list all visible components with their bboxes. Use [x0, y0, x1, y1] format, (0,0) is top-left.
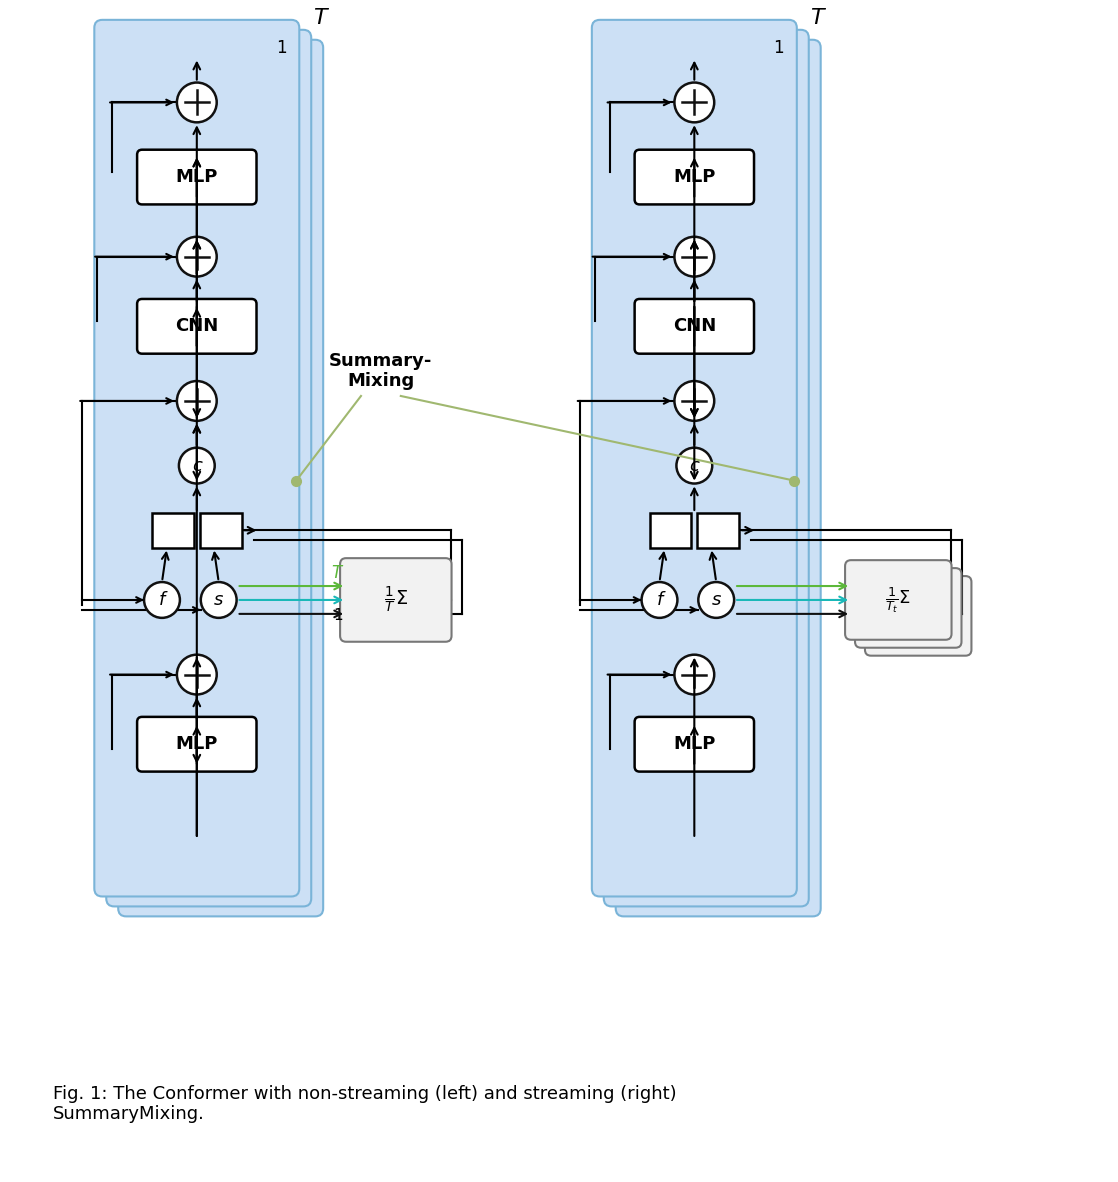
FancyBboxPatch shape [119, 40, 323, 916]
FancyBboxPatch shape [616, 40, 821, 916]
FancyBboxPatch shape [635, 299, 754, 353]
Text: CNN: CNN [176, 317, 218, 336]
FancyBboxPatch shape [865, 576, 972, 656]
Text: MLP: MLP [176, 168, 218, 186]
FancyBboxPatch shape [845, 560, 951, 639]
Text: CNN: CNN [673, 317, 716, 336]
Text: MLP: MLP [176, 735, 218, 753]
Text: 1: 1 [333, 608, 343, 623]
Text: $T$: $T$ [331, 564, 344, 582]
Circle shape [674, 83, 714, 123]
FancyBboxPatch shape [635, 716, 754, 772]
Text: c: c [192, 456, 201, 475]
Bar [698, 513, 739, 547]
FancyBboxPatch shape [138, 716, 256, 772]
Text: 1: 1 [774, 39, 784, 57]
Text: c: c [690, 456, 699, 475]
FancyBboxPatch shape [340, 558, 452, 642]
Text: 1: 1 [276, 39, 286, 57]
Circle shape [177, 236, 217, 277]
FancyBboxPatch shape [94, 20, 300, 896]
Text: s: s [214, 591, 224, 609]
Circle shape [676, 448, 712, 483]
Text: $\frac{1}{T_t}\Sigma$: $\frac{1}{T_t}\Sigma$ [885, 585, 911, 615]
Text: Fig. 1: The Conformer with non-streaming (left) and streaming (right)
SummaryMix: Fig. 1: The Conformer with non-streaming… [53, 1085, 676, 1123]
Circle shape [177, 381, 217, 421]
Circle shape [179, 448, 215, 483]
Text: f: f [656, 591, 663, 609]
Text: $\frac{1}{T}\Sigma$: $\frac{1}{T}\Sigma$ [383, 585, 408, 615]
Circle shape [201, 582, 237, 618]
Text: s: s [711, 591, 721, 609]
Text: f: f [159, 591, 165, 609]
FancyBboxPatch shape [138, 150, 256, 204]
Circle shape [674, 381, 714, 421]
FancyBboxPatch shape [604, 30, 808, 907]
Text: $T$: $T$ [313, 8, 330, 28]
Circle shape [177, 655, 217, 695]
Bar [200, 513, 241, 547]
Circle shape [177, 83, 217, 123]
Circle shape [674, 655, 714, 695]
FancyBboxPatch shape [102, 424, 292, 645]
FancyBboxPatch shape [591, 20, 797, 896]
Circle shape [674, 236, 714, 277]
Text: $T$: $T$ [811, 8, 827, 28]
Text: MLP: MLP [673, 735, 716, 753]
Text: Summary-
Mixing: Summary- Mixing [329, 352, 433, 390]
FancyBboxPatch shape [599, 424, 789, 645]
Bar [152, 513, 193, 547]
FancyBboxPatch shape [138, 299, 256, 353]
Circle shape [699, 582, 735, 618]
Bar [650, 513, 691, 547]
FancyBboxPatch shape [106, 30, 311, 907]
Circle shape [642, 582, 678, 618]
Text: MLP: MLP [673, 168, 716, 186]
FancyBboxPatch shape [855, 569, 961, 648]
Circle shape [144, 582, 180, 618]
FancyBboxPatch shape [635, 150, 754, 204]
